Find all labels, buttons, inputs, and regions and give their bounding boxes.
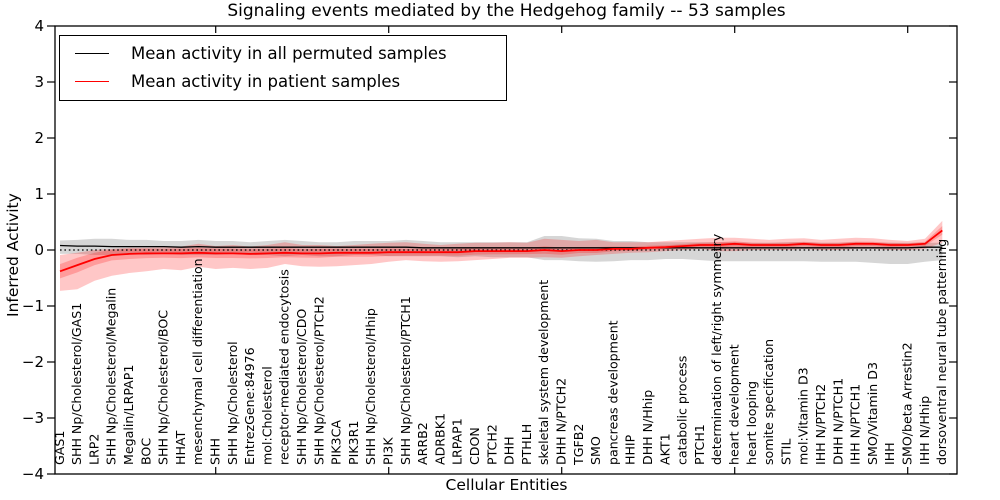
y-tick-label: −1 xyxy=(22,297,44,315)
x-tick-label: SHH Np/Cholesterol/PTCH2 xyxy=(311,296,326,465)
x-tick-label: IHH xyxy=(882,442,897,465)
y-tick-label: 2 xyxy=(34,129,44,147)
x-tick-label: SHH Np/Cholesterol xyxy=(225,341,240,465)
x-tick-label: LRP2 xyxy=(86,434,101,465)
x-tick-label: DHH xyxy=(502,436,517,465)
y-tick-label: 1 xyxy=(34,185,44,203)
x-tick-label: catabolic process xyxy=(675,356,690,465)
x-tick-label: mol:Vitamin D3 xyxy=(796,367,811,465)
x-tick-label: PIK3R1 xyxy=(346,421,361,465)
x-tick-label: dorsoventral neural tube patterning xyxy=(934,239,949,465)
x-tick-label: IHH N/PTCH2 xyxy=(813,384,828,465)
y-tick-label: 0 xyxy=(34,241,44,259)
x-tick-label: heart development xyxy=(727,344,742,465)
x-tick-label: SHH Np/Cholesterol/Hhip xyxy=(363,308,378,465)
x-tick-label: GAS1 xyxy=(52,431,67,465)
x-tick-label: SHH Np/Cholesterol/PTCH1 xyxy=(398,296,413,465)
legend-item-patient: Mean activity in patient samples xyxy=(75,71,506,92)
chart-title: Signaling events mediated by the Hedgeho… xyxy=(227,1,786,21)
x-tick-label: SHH Np/Cholesterol/GAS1 xyxy=(69,303,84,465)
patient-mean-line xyxy=(59,229,943,273)
x-tick-label: mol:Cholesterol xyxy=(259,366,274,465)
x-tick-label: BOC xyxy=(138,438,153,465)
x-tick-label: HHAT xyxy=(173,430,188,465)
x-tick-label: skeletal system development xyxy=(536,280,551,465)
x-tick-label: PTCH1 xyxy=(692,424,707,465)
x-tick-label: DHH N/PTCH1 xyxy=(830,378,845,465)
x-tick-label: SHH Np/Cholesterol/CDO xyxy=(294,309,309,465)
x-tick-label: AKT1 xyxy=(657,433,672,465)
x-tick-label: SMO/beta Arrestin2 xyxy=(900,342,915,465)
y-tick-label: 4 xyxy=(34,17,44,35)
y-axis-label: Inferred Activity xyxy=(4,193,22,317)
legend-item-permuted: Mean activity in all permuted samples xyxy=(75,43,506,64)
x-tick-label: STIL xyxy=(778,439,793,465)
legend-line-red xyxy=(75,81,109,82)
x-tick-label: heart looping xyxy=(744,381,759,465)
x-tick-label: EntrezGene:84976 xyxy=(242,347,257,465)
permuted-mean-line xyxy=(59,244,943,249)
x-tick-label: PTHLH xyxy=(519,424,534,465)
x-tick-label: SMO xyxy=(588,436,603,465)
x-tick-label: LRPAP1 xyxy=(450,418,465,465)
legend-label-patient: Mean activity in patient samples xyxy=(131,72,401,91)
y-tick-label: 3 xyxy=(34,73,44,91)
x-tick-label: HHIP xyxy=(623,434,638,465)
x-tick-label: SMO/Vitamin D3 xyxy=(865,362,880,465)
x-tick-label: TGFB2 xyxy=(571,424,586,466)
y-tick-label: −3 xyxy=(22,409,44,427)
legend-label-permuted: Mean activity in all permuted samples xyxy=(131,44,447,63)
y-tick-label: −2 xyxy=(22,353,44,371)
y-tick-label: −4 xyxy=(22,465,44,483)
x-tick-label: SHH Np/Cholesterol/BOC xyxy=(156,310,171,465)
x-tick-label: somite specification xyxy=(761,339,776,465)
patient-band-outer xyxy=(60,220,943,291)
x-tick-label: receptor-mediated endocytosis xyxy=(277,269,292,465)
patient-band-inner xyxy=(60,226,943,279)
x-tick-label: DHH N/PTCH2 xyxy=(554,378,569,465)
x-tick-label: ARRB2 xyxy=(415,422,430,465)
x-tick-label: DHH N/Hhip xyxy=(640,390,655,465)
x-tick-label: determination of left/right symmetry xyxy=(709,233,724,465)
x-tick-label: IHH N/PTCH1 xyxy=(848,384,863,465)
x-tick-label: PI3K xyxy=(381,437,396,465)
x-tick-label: SHH xyxy=(208,438,223,465)
legend: Mean activity in all permuted samples Me… xyxy=(59,35,507,101)
x-tick-label: PTCH2 xyxy=(484,424,499,465)
x-tick-label: PIK3CA xyxy=(329,420,344,465)
x-tick-label: mesenchymal cell differentiation xyxy=(190,258,205,465)
x-tick-label: pancreas development xyxy=(605,320,620,465)
x-tick-label: IHH N/Hhip xyxy=(917,396,932,465)
x-tick-label: SHH Np/Cholesterol/Megalin xyxy=(104,288,119,465)
x-tick-label: CDON xyxy=(467,427,482,465)
legend-line-black xyxy=(75,53,109,54)
x-axis-label: Cellular Entities xyxy=(445,476,568,494)
x-tick-label: ADRBK1 xyxy=(432,413,447,465)
x-tick-label: Megalin/LRPAP1 xyxy=(121,365,136,465)
